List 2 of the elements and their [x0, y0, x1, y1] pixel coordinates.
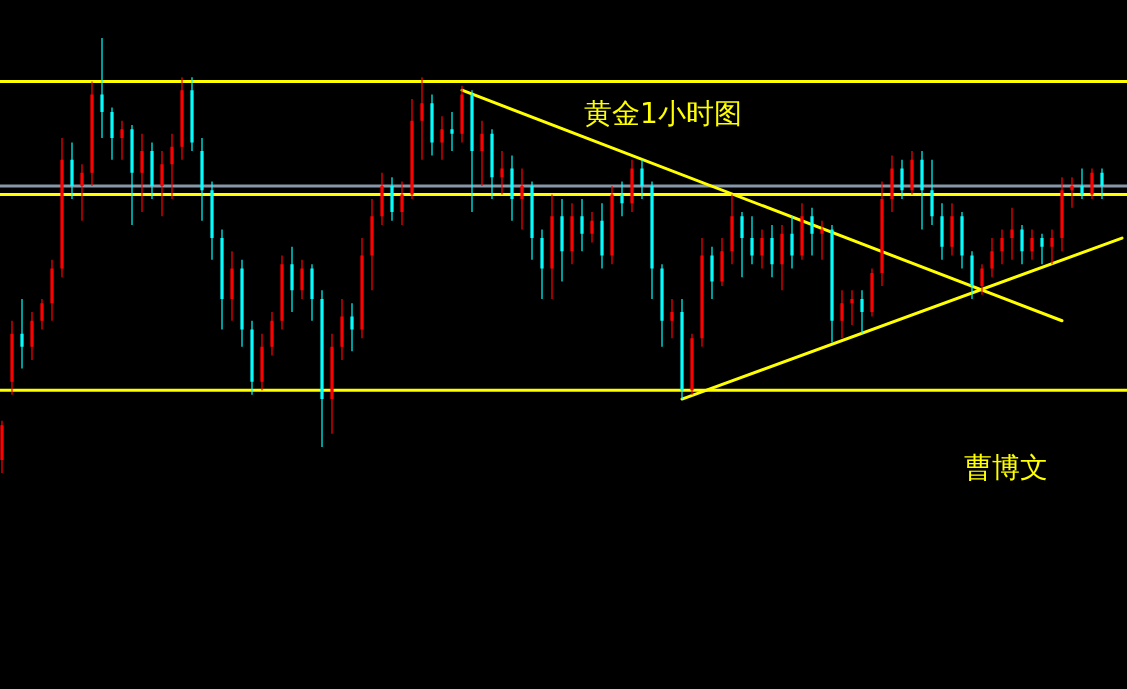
text: 黄金1小时图	[584, 97, 742, 130]
annotation: 曹博文	[964, 451, 1048, 484]
